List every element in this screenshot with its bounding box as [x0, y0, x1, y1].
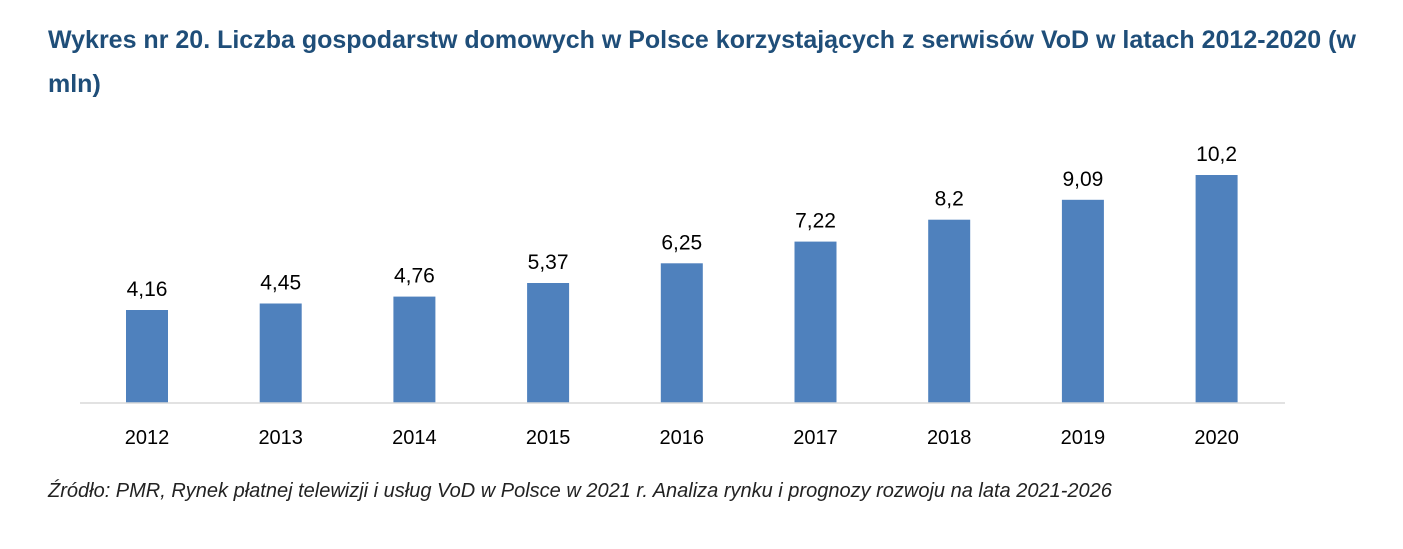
data-label-2013: 4,45 — [260, 272, 301, 295]
data-label-2018: 8,2 — [935, 188, 964, 211]
data-label-2016: 6,25 — [661, 231, 702, 254]
bar-2014 — [393, 296, 436, 403]
data-label-2014: 4,76 — [394, 265, 435, 288]
x-tick-label-2015: 2015 — [526, 427, 571, 449]
bar-2019 — [1061, 199, 1104, 403]
data-label-2015: 5,37 — [528, 251, 569, 274]
bar-2012 — [126, 310, 168, 403]
x-tick-label-2017: 2017 — [793, 427, 838, 449]
bar-2013 — [259, 303, 302, 403]
bar-2015 — [527, 283, 570, 403]
x-tick-labels-group: 2012 2013 2014 2015 2016 2017 2018 2019 2020 — [125, 427, 1239, 449]
x-tick-label-2013: 2013 — [258, 427, 303, 449]
x-tick-label-2020: 2020 — [1194, 427, 1239, 449]
x-tick-label-2019: 2019 — [1061, 427, 1106, 449]
bar-2017 — [794, 241, 837, 403]
bar-2020 — [1195, 175, 1238, 403]
chart-title: Wykres nr 20. Liczba gospodarstw domowyc… — [48, 26, 1356, 98]
source-note: Źródło: PMR, Rynek płatnej telewizji i u… — [48, 480, 1112, 502]
bars-group — [126, 175, 1238, 403]
x-tick-label-2014: 2014 — [392, 427, 437, 449]
data-label-2017: 7,22 — [795, 210, 836, 233]
bar-2016 — [660, 263, 703, 403]
data-label-2012: 4,16 — [127, 278, 168, 301]
bar-2018 — [928, 219, 971, 403]
data-labels-group: 4,16 4,45 4,76 5,37 6,25 7,22 8,2 9,09 10,2 — [127, 143, 1237, 301]
x-tick-label-2018: 2018 — [927, 427, 972, 449]
x-tick-label-2016: 2016 — [660, 427, 705, 449]
data-label-2020: 10,2 — [1196, 143, 1237, 166]
data-label-2019: 9,09 — [1062, 168, 1103, 191]
x-tick-label-2012: 2012 — [125, 427, 170, 449]
